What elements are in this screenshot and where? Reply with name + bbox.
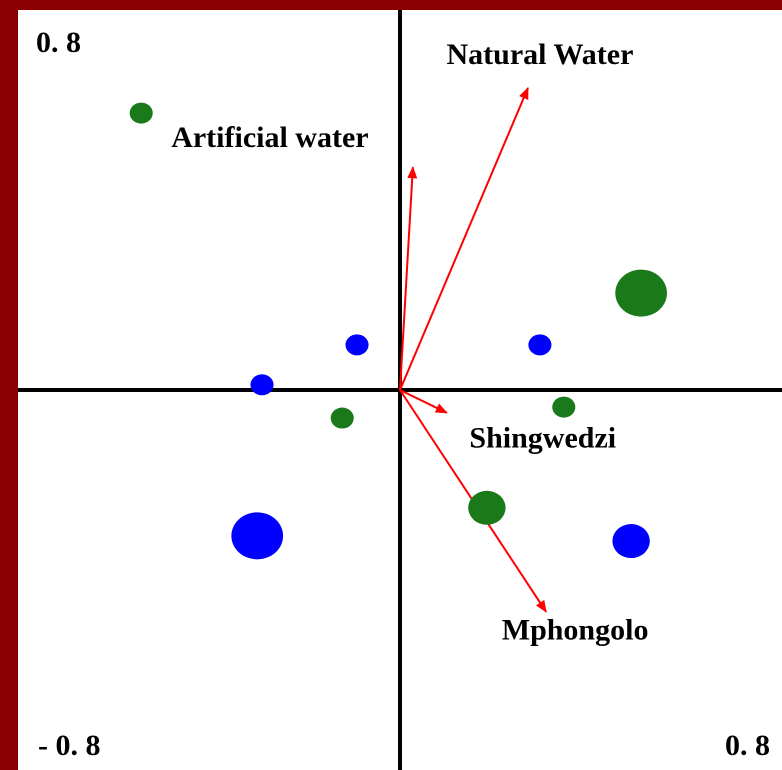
x-tick-label: 0. 8 bbox=[725, 729, 770, 762]
point bbox=[615, 269, 667, 317]
y-tick-label: 0. 8 bbox=[36, 26, 81, 59]
point bbox=[231, 512, 284, 560]
point bbox=[552, 396, 576, 418]
vector-arrow bbox=[399, 166, 418, 391]
vector-label: Mphongolo bbox=[502, 614, 649, 647]
x-tick-label: - 0. 8 bbox=[38, 729, 101, 762]
vector-label: Natural Water bbox=[447, 38, 634, 71]
vector-label: Shingwedzi bbox=[469, 422, 616, 455]
point bbox=[612, 524, 650, 559]
point bbox=[345, 334, 369, 356]
point bbox=[468, 490, 506, 525]
vector-arrow bbox=[399, 86, 529, 391]
point bbox=[129, 102, 153, 124]
point bbox=[330, 407, 354, 429]
point bbox=[250, 374, 274, 396]
vector-label: Artificial water bbox=[171, 121, 368, 154]
vector-arrow bbox=[399, 389, 448, 414]
point bbox=[528, 334, 552, 356]
